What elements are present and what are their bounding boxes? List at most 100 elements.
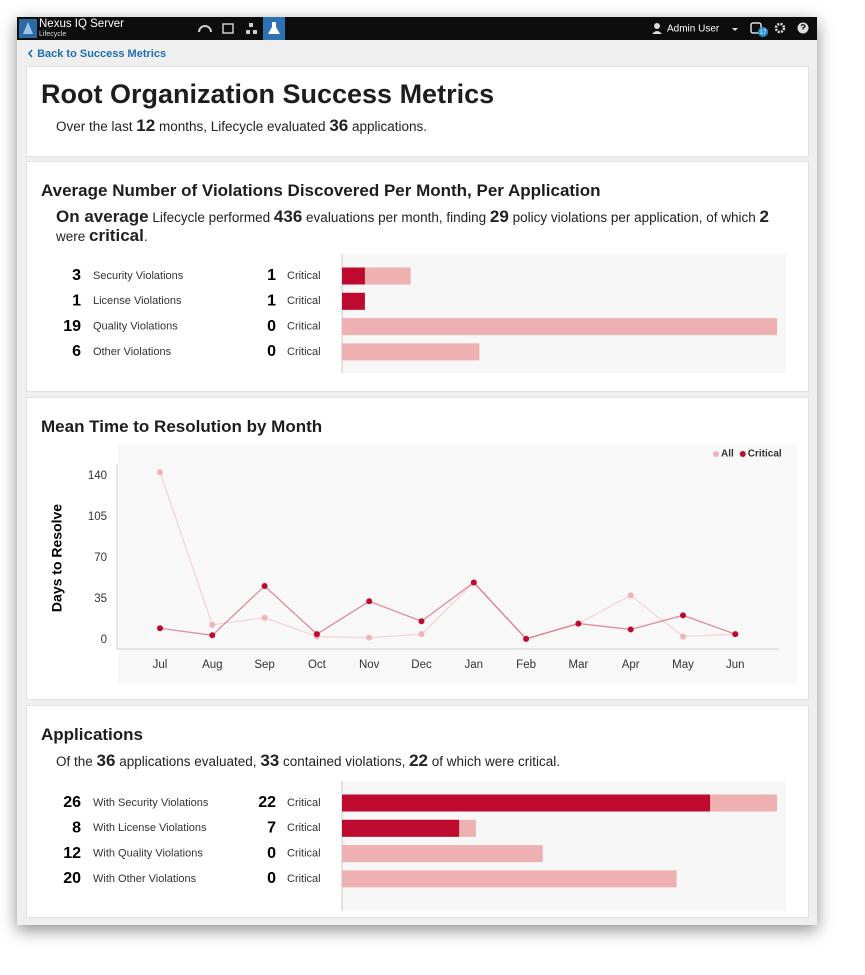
- help-mark: [800, 23, 806, 30]
- page-title: Root Organization Success Metrics: [41, 79, 495, 109]
- row-label: With Other Violations: [93, 873, 197, 885]
- x-tick-label: Apr: [622, 659, 640, 671]
- critical-bar: [342, 794, 711, 812]
- row-count: 20: [63, 870, 81, 887]
- sentence-part: 36: [96, 751, 116, 770]
- sentence-part: applications evaluated,: [115, 754, 261, 769]
- row-count: 3: [72, 267, 81, 284]
- chart-title: Average Number of Violations Discovered …: [41, 181, 601, 200]
- sentence-part: of which were critical.: [428, 754, 561, 769]
- series-line: [159, 472, 736, 640]
- x-tick-label: Mar: [568, 659, 588, 671]
- sentence-part: Over the last: [56, 119, 137, 134]
- y-axis-label: Days to Resolve: [49, 504, 65, 612]
- row-count: 26: [63, 794, 81, 811]
- critical-count: 7: [267, 820, 276, 837]
- sentence-part: Of the: [56, 754, 97, 769]
- sentence-part: 29: [489, 207, 509, 226]
- x-tick-label: Jun: [726, 659, 745, 671]
- back-link-text[interactable]: Back to Success Metrics: [37, 48, 167, 60]
- total-bar: [342, 870, 677, 888]
- legend-label: All: [721, 449, 734, 460]
- sentence-part: 22: [409, 751, 428, 770]
- critical-count: 22: [258, 794, 276, 811]
- sentence-part: Lifecycle performed: [148, 210, 274, 225]
- row-label: With Security Violations: [93, 797, 209, 809]
- back-link[interactable]: Back to Success Metrics: [27, 48, 166, 60]
- row-count: 6: [72, 343, 81, 360]
- series-point: [261, 583, 268, 590]
- y-tick-label: 70: [94, 552, 107, 564]
- x-tick-label: Jan: [465, 659, 484, 671]
- plot-background: [118, 444, 797, 684]
- series-point: [418, 631, 425, 638]
- violations-panel: 3 Security Violations 1 Critical 1 License Vi…: [26, 161, 809, 392]
- top-bar: Nexus IQ Server Lifecycle Admin User 17: [17, 17, 817, 40]
- critical-count: 1: [267, 293, 276, 310]
- legend-label: Critical: [748, 449, 782, 460]
- critical-label: Critical: [287, 822, 321, 834]
- sentence-part: .: [143, 229, 148, 244]
- settings-icon[interactable]: [774, 22, 786, 34]
- series-point: [366, 634, 373, 641]
- row-count: 1: [72, 293, 81, 310]
- series-point: [209, 621, 216, 628]
- legend-marker: [713, 451, 719, 457]
- reports-icon[interactable]: [222, 23, 234, 34]
- x-tick-label: May: [672, 659, 694, 671]
- notification-badge: [758, 27, 768, 37]
- flask-icon: [268, 22, 280, 34]
- series-point: [261, 614, 268, 621]
- user-caret[interactable]: [732, 28, 738, 31]
- row-count: 12: [63, 845, 81, 862]
- series-point: [680, 612, 686, 619]
- chart-title: Mean Time to Resolution by Month: [41, 417, 323, 436]
- critical-bar: [342, 292, 365, 310]
- series-point: [470, 579, 477, 586]
- summary-panel: Root Organization Success Metrics Over t…: [26, 66, 809, 157]
- critical-count: 0: [267, 343, 276, 360]
- series-point: [680, 633, 686, 640]
- x-tick-label: Nov: [359, 659, 380, 671]
- critical-label: Critical: [287, 848, 321, 860]
- series-point: [418, 618, 425, 625]
- notification-count: 17: [760, 30, 767, 36]
- series-point: [366, 598, 373, 605]
- critical-count: 0: [267, 845, 276, 862]
- sentence-part: were: [56, 210, 773, 244]
- app-window: Nexus IQ Server Lifecycle Admin User 17 …: [17, 17, 817, 925]
- critical-label: Critical: [287, 270, 321, 282]
- critical-count: 0: [267, 318, 276, 335]
- user-icon[interactable]: [652, 23, 662, 34]
- sentence-part: months, Lifecycle evaluated: [155, 119, 330, 134]
- series-point: [627, 626, 634, 633]
- series-point: [209, 632, 216, 639]
- legend-marker: [739, 451, 746, 457]
- critical-label: Critical: [287, 295, 321, 307]
- series-point: [523, 635, 530, 642]
- y-tick-label: 105: [88, 511, 107, 523]
- critical-label: Critical: [287, 797, 321, 809]
- page-summary: Over the last 12 months, Lifecycle evalu…: [56, 117, 791, 136]
- series-line: [159, 581, 736, 640]
- sentence-part: On average: [56, 207, 149, 226]
- sentence-part: 12: [136, 116, 156, 135]
- org-icon[interactable]: [246, 23, 257, 34]
- chart-summary: On average Lifecycle performed 436 evalu…: [56, 208, 791, 246]
- critical-bar: [342, 819, 460, 837]
- critical-count: 1: [267, 267, 276, 284]
- critical-count: 0: [267, 870, 276, 887]
- sentence-part: 436: [273, 207, 303, 226]
- critical-label: Critical: [287, 346, 321, 358]
- total-bar: [342, 343, 480, 361]
- logo-shape: [23, 22, 33, 34]
- top-bar-icons: Nexus IQ Server Lifecycle Admin User 17: [19, 17, 809, 40]
- dashboard-icon[interactable]: [198, 25, 212, 33]
- critical-label: Critical: [287, 321, 321, 333]
- critical-bar: [342, 267, 365, 285]
- series-point: [157, 625, 163, 632]
- user-name[interactable]: Admin User: [667, 24, 720, 35]
- x-tick-label: Sep: [254, 659, 274, 671]
- y-tick-label: 35: [94, 593, 107, 605]
- sentence-part: 36: [329, 116, 349, 135]
